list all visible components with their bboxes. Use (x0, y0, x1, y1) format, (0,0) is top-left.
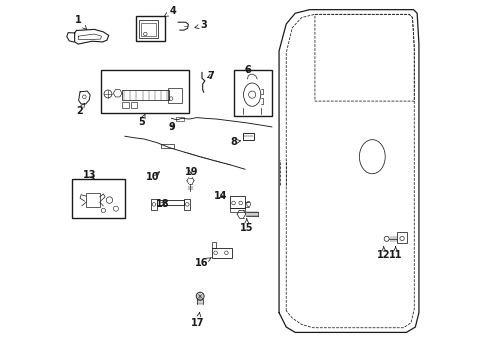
Text: 18: 18 (156, 199, 170, 210)
Bar (176, 117, 184, 121)
Bar (184, 199, 191, 210)
Text: 2: 2 (76, 103, 85, 116)
Text: 3: 3 (195, 20, 207, 30)
Text: 9: 9 (168, 122, 175, 132)
Bar (230, 197, 245, 208)
Bar (131, 102, 137, 108)
Bar (122, 90, 169, 100)
Text: 14: 14 (214, 191, 227, 201)
Text: 6: 6 (244, 64, 251, 75)
Bar (230, 208, 245, 212)
Text: 1: 1 (75, 15, 87, 30)
Text: 11: 11 (389, 247, 402, 260)
Bar (139, 21, 158, 38)
Text: 19: 19 (184, 167, 198, 177)
Text: 17: 17 (191, 312, 204, 328)
Text: 13: 13 (83, 170, 97, 180)
Text: 8: 8 (230, 137, 241, 147)
Bar (243, 133, 254, 140)
Bar (397, 232, 408, 243)
Bar (86, 193, 100, 207)
Text: 5: 5 (138, 114, 145, 127)
Bar (168, 88, 182, 103)
Text: 12: 12 (377, 247, 391, 260)
Bar (212, 248, 232, 258)
Text: 4: 4 (164, 6, 176, 17)
Bar (141, 23, 156, 36)
Bar (157, 201, 184, 206)
Bar (212, 242, 216, 248)
Bar (122, 102, 129, 108)
Text: 10: 10 (146, 172, 160, 182)
Text: 16: 16 (195, 257, 212, 268)
Bar (161, 144, 174, 148)
Bar (151, 199, 157, 210)
Text: 7: 7 (207, 71, 214, 81)
Text: 15: 15 (240, 219, 253, 233)
